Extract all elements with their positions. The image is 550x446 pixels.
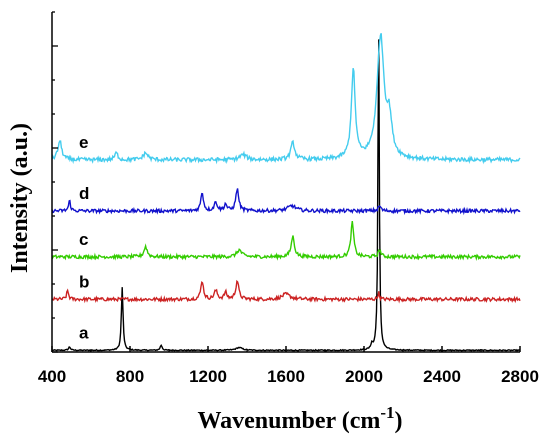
series-line-e — [51, 33, 521, 165]
x-tick-label-2400: 2400 — [423, 367, 461, 386]
x-tick-label-2800: 2800 — [501, 367, 539, 386]
series-line-a — [51, 39, 521, 352]
x-tick-label-800: 800 — [116, 367, 144, 386]
labels-layer: a b c d e — [79, 133, 89, 342]
series-label-a: a — [79, 323, 89, 342]
series-line-d — [51, 188, 521, 216]
series-label-b: b — [79, 272, 89, 291]
x-tick-label-400: 400 — [38, 367, 66, 386]
series-label-d: d — [79, 184, 89, 203]
series-layer — [51, 33, 521, 352]
y-axis-title: Intensity (a.u.) — [7, 123, 33, 273]
series-label-e: e — [79, 133, 88, 152]
series-line-b — [51, 279, 521, 304]
series-line-c — [51, 221, 521, 261]
axes-layer: 400 800 1200 1600 2000 2400 2800 — [38, 11, 539, 386]
x-axis-title-superscript: -1 — [380, 403, 394, 422]
x-axis-title: Wavenumber (cm-1) — [197, 403, 402, 434]
x-tick-label-2000: 2000 — [345, 367, 383, 386]
series-label-c: c — [79, 230, 88, 249]
x-tick-label-1200: 1200 — [189, 367, 227, 386]
x-tick-label-1600: 1600 — [267, 367, 305, 386]
